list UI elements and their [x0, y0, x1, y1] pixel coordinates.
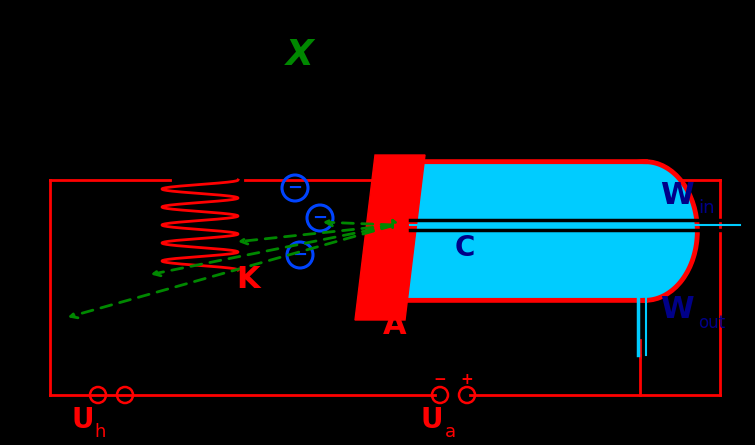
- Ellipse shape: [593, 162, 697, 300]
- Text: W: W: [660, 181, 694, 210]
- Text: W: W: [660, 295, 694, 324]
- Text: +: +: [461, 372, 473, 388]
- Text: in: in: [698, 199, 714, 217]
- Text: −: −: [288, 179, 303, 197]
- Polygon shape: [355, 155, 425, 320]
- Text: −: −: [433, 372, 446, 388]
- FancyBboxPatch shape: [385, 160, 650, 302]
- Text: A: A: [384, 311, 407, 340]
- Text: K: K: [236, 266, 260, 295]
- Text: U: U: [421, 406, 443, 434]
- Text: U: U: [72, 406, 94, 434]
- FancyBboxPatch shape: [390, 162, 645, 300]
- Text: −: −: [313, 209, 328, 227]
- Text: −: −: [292, 246, 307, 264]
- FancyBboxPatch shape: [390, 162, 645, 300]
- Text: X: X: [286, 38, 314, 72]
- Text: a: a: [445, 423, 455, 441]
- Text: C: C: [455, 234, 475, 262]
- Text: h: h: [94, 423, 106, 441]
- Text: out: out: [698, 314, 725, 332]
